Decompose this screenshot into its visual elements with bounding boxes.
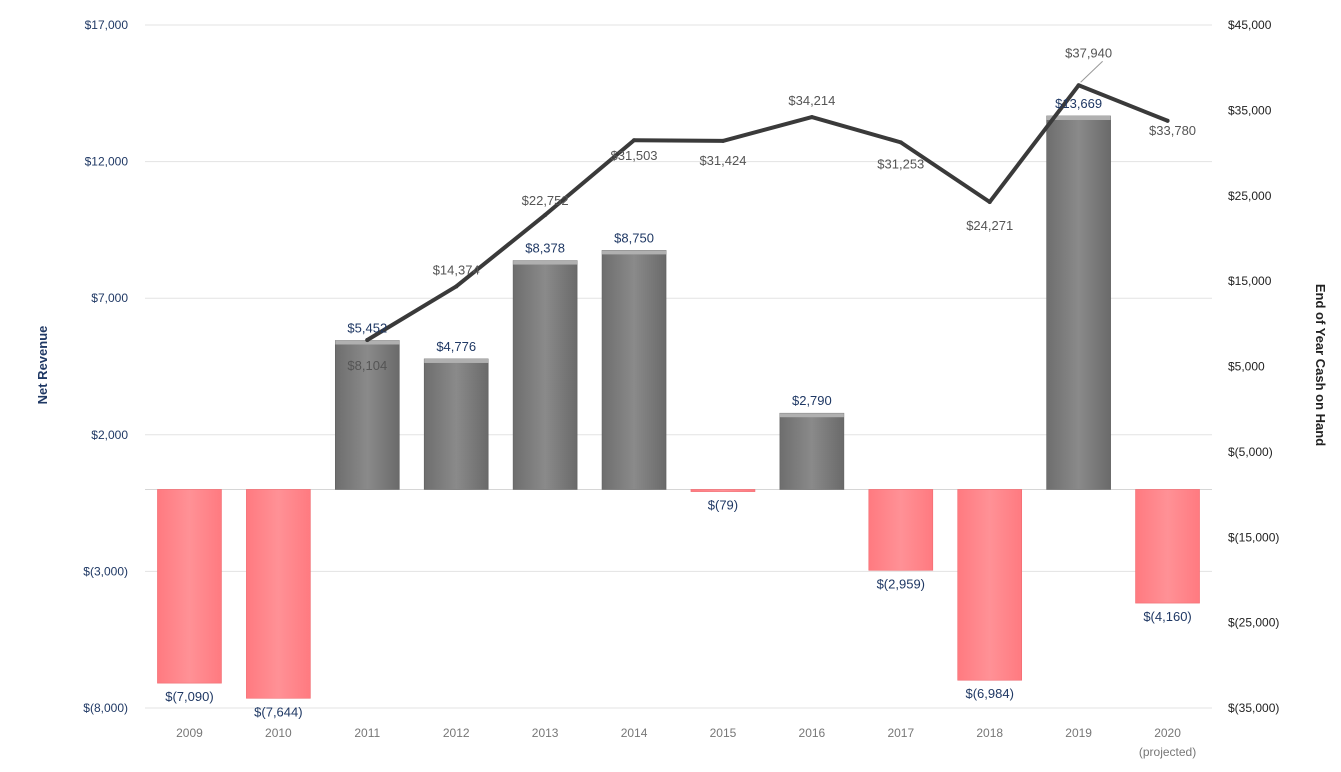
y2-tick-label: $35,000	[1228, 103, 1272, 117]
line-label: $34,214	[788, 93, 835, 108]
bar-label: $(2,959)	[877, 576, 925, 591]
bar-2014	[601, 250, 667, 490]
bar-2011	[334, 340, 400, 490]
x-tick-label: 2018	[976, 726, 1003, 740]
x-tick-label: 2019	[1065, 726, 1092, 740]
cash-point-2018	[987, 199, 992, 204]
bar-highlight	[513, 260, 578, 265]
y-tick-label: $(3,000)	[83, 564, 128, 578]
x-tick-sublabel: (projected)	[1139, 745, 1196, 759]
cash-point-2019	[1076, 83, 1081, 88]
bar-2013	[512, 260, 578, 490]
net-revenue-bars	[157, 115, 1200, 699]
x-tick-label: 2011	[354, 726, 380, 740]
y-tick-label: $12,000	[85, 155, 129, 169]
x-tick-label: 2010	[265, 726, 292, 740]
left-axis-title: Net Revenue	[35, 326, 50, 405]
bar-2012	[423, 358, 489, 490]
bar-highlight	[779, 413, 844, 418]
bar-label: $(7,644)	[254, 704, 302, 719]
line-label: $14,374	[433, 262, 480, 277]
bar-2010	[246, 489, 311, 699]
y2-tick-label: $25,000	[1228, 189, 1272, 203]
right-axis-title: End of Year Cash on Hand	[1313, 284, 1328, 446]
line-label: $33,780	[1149, 123, 1196, 138]
line-label: $8,104	[347, 358, 387, 373]
bar-label: $4,776	[436, 339, 476, 354]
bar-label: $(79)	[708, 498, 738, 513]
x-tick-label: 2015	[710, 726, 737, 740]
gridlines	[145, 24, 1212, 709]
bar-2020	[1135, 489, 1200, 604]
cash-point-2017	[898, 140, 903, 145]
x-tick-label: 2016	[799, 726, 826, 740]
bar-2015	[690, 489, 756, 492]
bar-2016	[779, 412, 845, 490]
x-tick-label: 2020	[1154, 726, 1181, 740]
x-tick-label: 2014	[621, 726, 648, 740]
line-label: $31,503	[611, 148, 658, 163]
cash-point-2016	[809, 115, 814, 120]
axes: $17,000 $12,000 $7,000 $2,000 $(3,000) $(8,00…	[83, 18, 1279, 759]
bar-highlight	[1046, 116, 1111, 121]
bar-label: $(6,984)	[965, 686, 1013, 701]
bar-label: $2,790	[792, 393, 832, 408]
cash-on-hand-line	[365, 83, 1170, 342]
bar-2017	[868, 489, 934, 571]
bar-label: $5,452	[347, 320, 387, 335]
y2-tick-label: $15,000	[1228, 274, 1272, 288]
bar-highlight	[335, 340, 400, 345]
line-label: $31,424	[699, 153, 746, 168]
y-tick-label: $7,000	[91, 291, 128, 305]
bar-2018	[957, 489, 1023, 681]
label-leader-line	[1080, 60, 1103, 83]
bar-label: $(7,090)	[165, 689, 213, 704]
cash-point-2013	[543, 212, 548, 217]
y2-tick-label: $(25,000)	[1228, 616, 1279, 630]
line-data-labels: $8,104 $14,374 $22,752 $31,503 $31,424 $34,21…	[347, 45, 1196, 373]
y2-tick-label: $(5,000)	[1228, 445, 1273, 459]
cash-point-2012	[454, 284, 459, 289]
bar-2009	[157, 489, 222, 684]
bar-2019	[1046, 115, 1111, 490]
y-tick-label: $2,000	[91, 428, 128, 442]
line-label: $22,752	[522, 193, 569, 208]
y2-tick-label: $(15,000)	[1228, 530, 1279, 544]
x-tick-label: 2012	[443, 726, 470, 740]
y-tick-label: $(8,000)	[83, 701, 128, 715]
bar-label: $8,378	[525, 241, 565, 256]
y2-tick-label: $45,000	[1228, 18, 1272, 32]
x-tick-label: 2017	[887, 726, 914, 740]
bar-label: $(4,160)	[1143, 609, 1191, 624]
line-label: $24,271	[966, 218, 1013, 233]
cash-point-2015	[720, 138, 725, 143]
cash-line-path	[365, 83, 1170, 342]
line-label: $31,253	[877, 156, 924, 171]
bar-highlight	[602, 250, 667, 255]
bar-data-labels: $(7,090) $(7,644) $5,452 $4,776 $8,378 $8,750…	[165, 96, 1192, 719]
cash-point-2020	[1165, 118, 1170, 123]
x-tick-label: 2013	[532, 726, 559, 740]
cash-point-2014	[632, 138, 637, 143]
bar-highlight	[424, 358, 489, 363]
line-label: $37,940	[1065, 45, 1112, 60]
y-tick-label: $17,000	[85, 18, 129, 32]
y2-tick-label: $(35,000)	[1228, 701, 1279, 715]
bar-label: $13,669	[1055, 96, 1102, 111]
x-tick-label: 2009	[176, 726, 203, 740]
y2-tick-label: $5,000	[1228, 360, 1265, 374]
bar-label: $8,750	[614, 230, 654, 245]
cash-point-2011	[365, 337, 370, 342]
